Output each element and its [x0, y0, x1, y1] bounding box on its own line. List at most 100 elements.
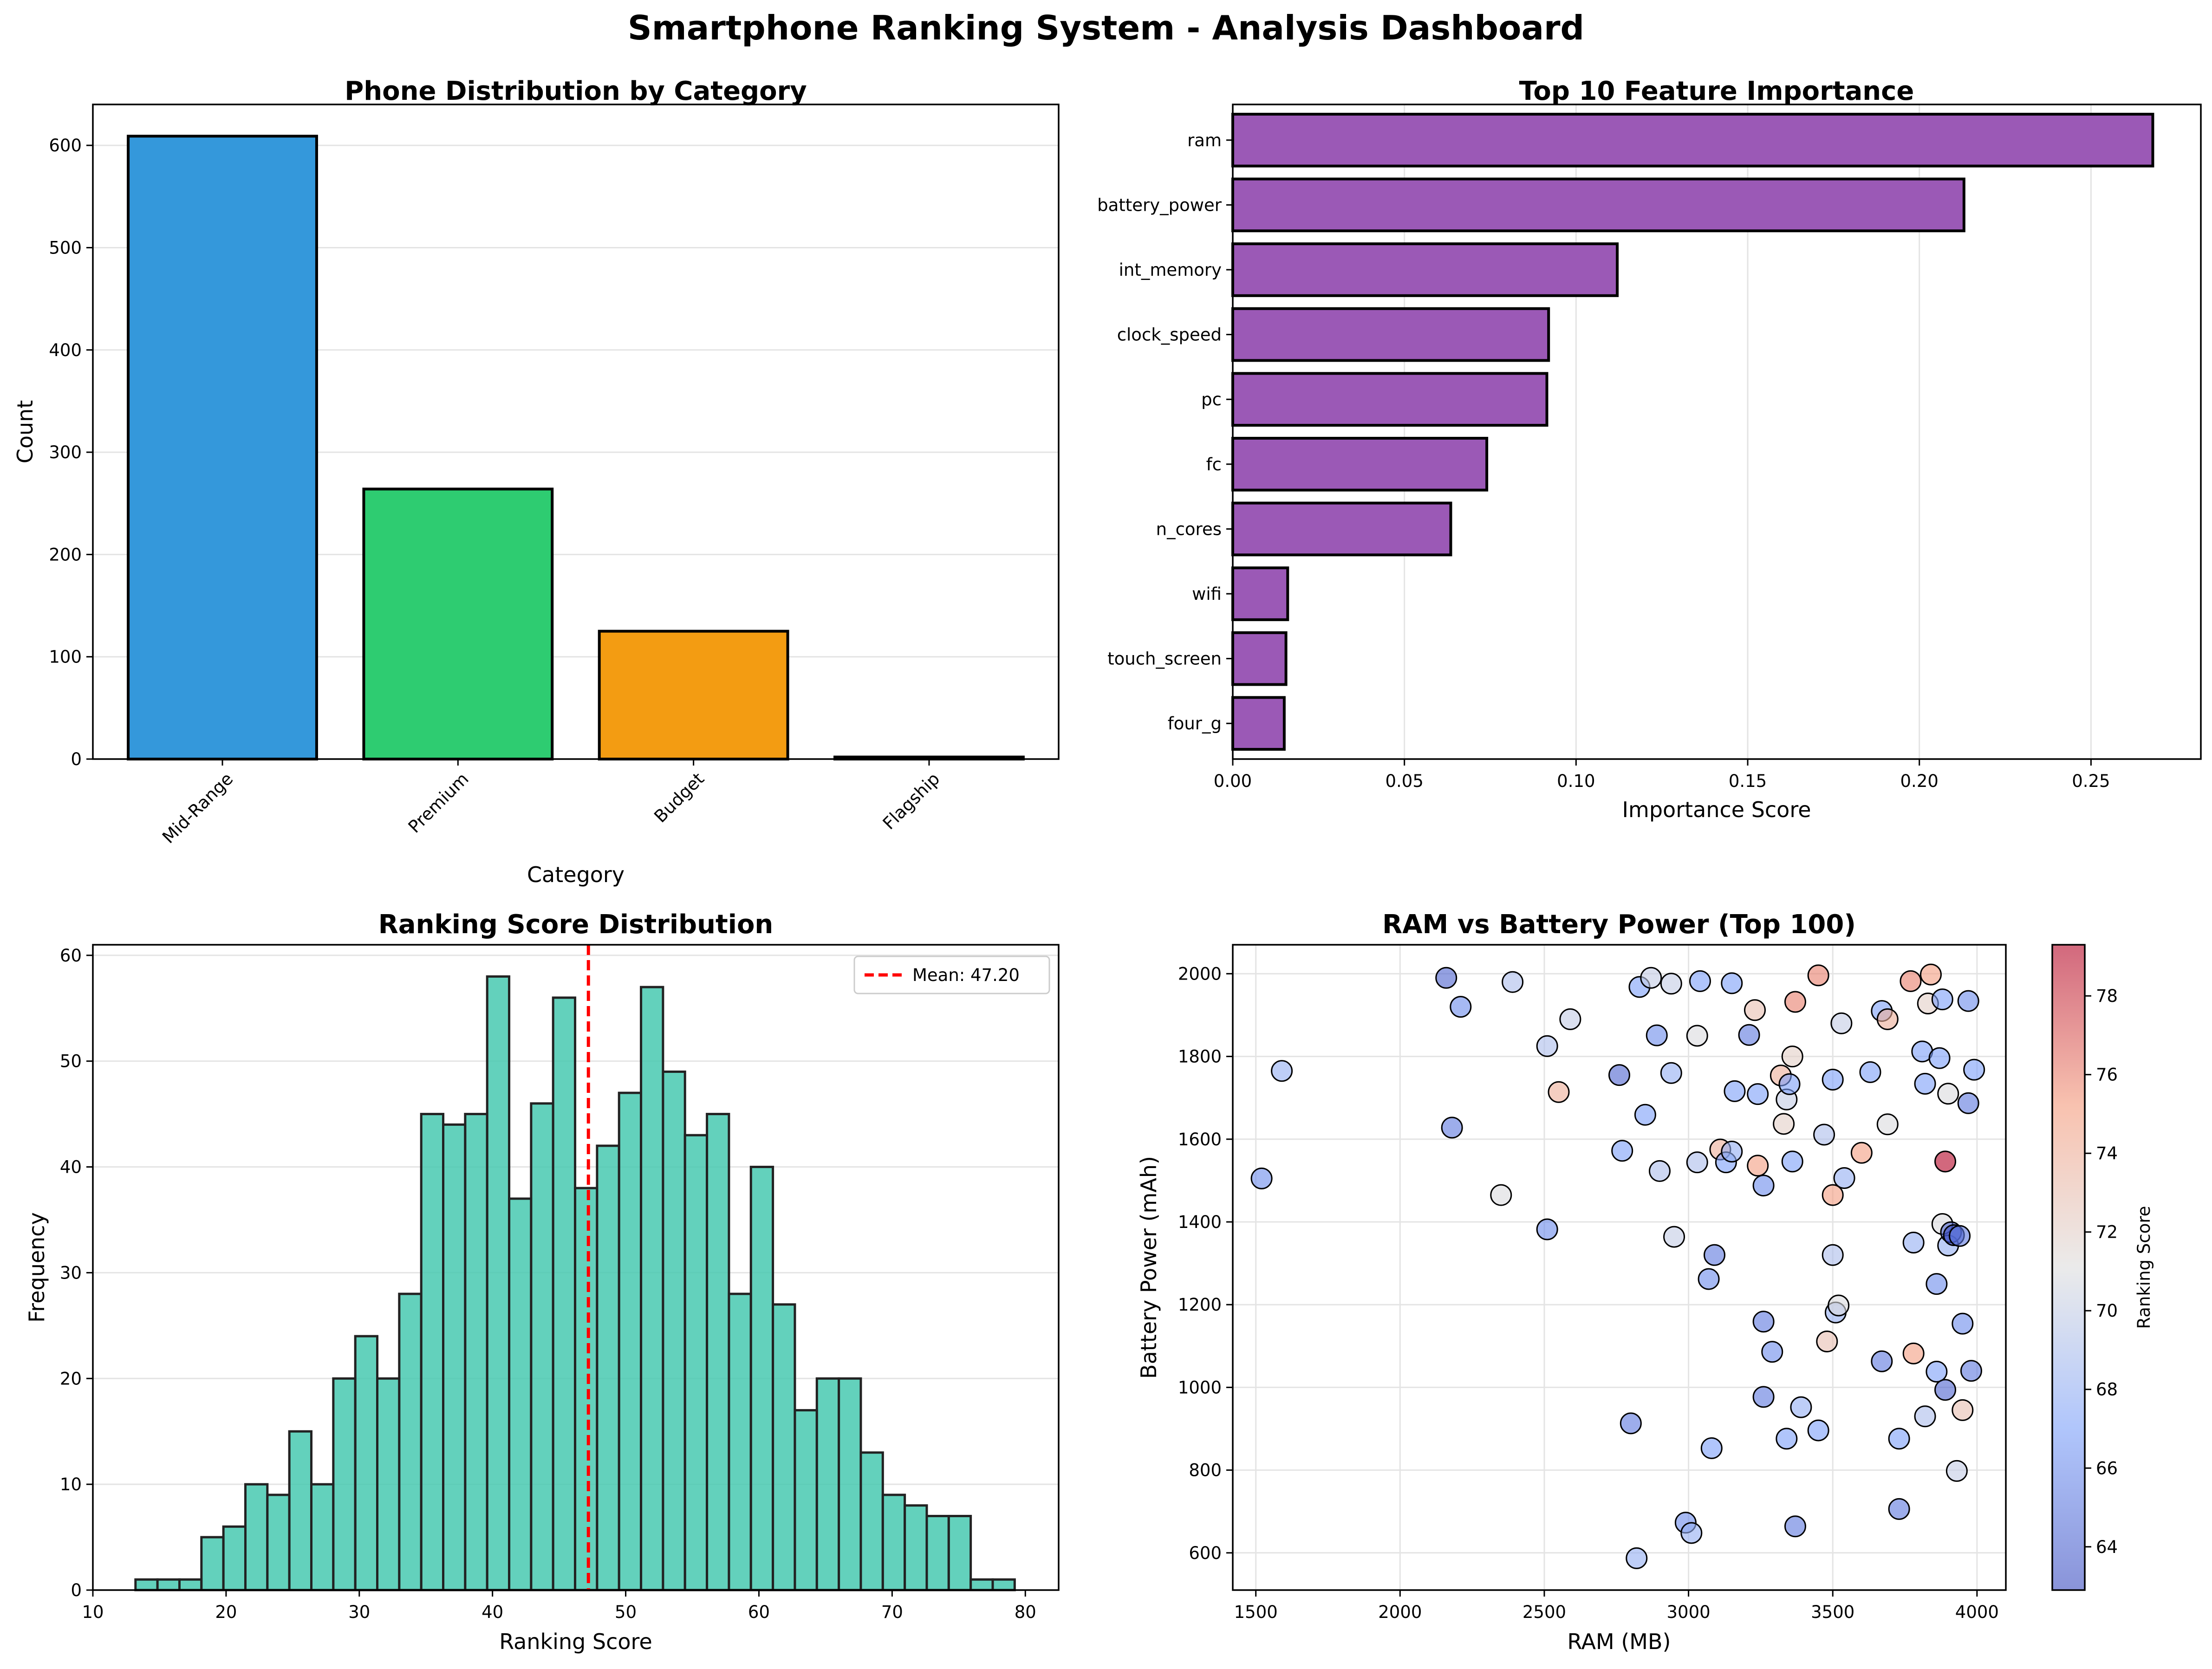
histogram-title: Ranking Score Distribution [378, 909, 774, 940]
scatter-point [1937, 1083, 1959, 1105]
scatter-point [1859, 1061, 1881, 1083]
scatter-point [1773, 1113, 1795, 1135]
histogram-bar [815, 1377, 840, 1591]
histogram-bar [178, 1578, 203, 1591]
scatter-point [1871, 1350, 1893, 1372]
scatter-point [1822, 1184, 1844, 1206]
feature-bar [1231, 242, 1619, 297]
feature-bar [1231, 436, 1489, 492]
histogram-bar [706, 1113, 730, 1591]
scatter-point [1888, 1428, 1910, 1450]
colorbar-tick-label: 78 [2096, 986, 2118, 1006]
feature-y-tick-label: ram [1187, 130, 1222, 150]
histogram-bar [728, 1292, 752, 1591]
scatter-y-tick-label: 1600 [1178, 1130, 1222, 1149]
ram-battery-scatter: 1500 2000 2500 3000 3500 4000 600 800 1000 1200 14… [1136, 909, 2154, 1654]
legend-mean-label: Mean: 47.20 [912, 965, 1020, 985]
scatter-point [1620, 1412, 1642, 1435]
scatter-point [1790, 1396, 1812, 1418]
scatter-point [1807, 964, 1829, 987]
histogram-x-tick-label: 50 [615, 1602, 637, 1622]
scatter-point [1963, 1059, 1985, 1081]
scatter-y-axis-label: Battery Power (mAh) [1136, 1156, 1161, 1379]
scatter-point [1926, 1273, 1948, 1295]
dashboard-title: Smartphone Ranking System - Analysis Das… [628, 8, 1584, 47]
histogram-bar [618, 1091, 643, 1591]
scatter-point [1784, 991, 1806, 1013]
feature-y-tick-label: int_memory [1119, 260, 1222, 280]
histogram-bar [288, 1430, 313, 1591]
feature-x-axis-label: Importance Score [1622, 797, 1811, 822]
scatter-point [1271, 1060, 1293, 1082]
scatter-y-tick-label: 1000 [1178, 1377, 1222, 1397]
scatter-point [1660, 1062, 1682, 1084]
feature-y-tick-label: battery_power [1097, 195, 1222, 215]
scatter-point [1816, 1330, 1838, 1352]
histogram-bar [991, 1578, 1016, 1591]
scatter-x-tick-label: 3500 [1811, 1602, 1854, 1622]
colorbar: 64 66 68 70 72 74 76 78 Ranking Score [2051, 944, 2154, 1591]
histogram-x-axis-label: Ranking Score [499, 1629, 652, 1654]
histogram-y-tick-label: 0 [71, 1580, 82, 1600]
scatter-point [1914, 1405, 1936, 1428]
histogram-bar [464, 1113, 488, 1591]
scatter-point [1945, 1460, 1968, 1482]
scatter-point [1721, 972, 1743, 994]
feature-bar [1231, 372, 1548, 427]
histogram-bar [222, 1525, 247, 1591]
histogram-bar [442, 1123, 467, 1591]
category-y-tick-label: 100 [49, 647, 82, 667]
feature-y-tick-label: touch_screen [1107, 649, 1222, 669]
scatter-point [1648, 1160, 1671, 1182]
scatter-point [1876, 1008, 1899, 1030]
scatter-point [1957, 990, 1979, 1012]
scatter-point [1822, 1244, 1844, 1266]
scatter-point [1536, 1218, 1558, 1240]
feature-y-tick-label: n_cores [1156, 519, 1222, 539]
scatter-point [1952, 1312, 1974, 1335]
scatter-point [1686, 1151, 1708, 1174]
scatter-point [1822, 1068, 1844, 1091]
scatter-point [1441, 1117, 1463, 1139]
histogram-bar [244, 1483, 269, 1591]
category-chart-title: Phone Distribution by Category [345, 76, 807, 106]
scatter-point [1738, 1024, 1760, 1046]
histogram-y-axis-label: Frequency [24, 1212, 49, 1323]
scatter-point [1450, 996, 1472, 1018]
scatter-point [1928, 1047, 1951, 1069]
feature-bar [1231, 307, 1550, 362]
scatter-point [1952, 1399, 1974, 1421]
feature-x-tick-label: 0.15 [1729, 771, 1767, 791]
scatter-y-tick-label: 600 [1189, 1543, 1222, 1563]
scatter-point [1902, 1232, 1925, 1254]
histogram-bar [772, 1303, 796, 1591]
scatter-y-tick-label: 800 [1189, 1461, 1222, 1481]
category-x-axis-label: Category [527, 862, 625, 887]
histogram-bar [881, 1494, 906, 1591]
feature-x-tick-label: 0.00 [1214, 771, 1252, 791]
scatter-x-tick-label: 2000 [1378, 1602, 1422, 1622]
scatter-point [1752, 1311, 1775, 1333]
scatter-point [1813, 1123, 1835, 1146]
scatter-point [1914, 1072, 1936, 1095]
colorbar-tick-label: 68 [2096, 1380, 2118, 1400]
scatter-point [1700, 1437, 1723, 1459]
histogram-y-tick-label: 50 [60, 1052, 82, 1072]
category-bar [598, 630, 789, 760]
scatter-point [1949, 1225, 1971, 1247]
scatter-point [1876, 1113, 1899, 1136]
scatter-point [1919, 963, 1942, 986]
histogram-bar [838, 1377, 862, 1591]
category-y-axis-label: Count [13, 400, 38, 464]
scatter-title: RAM vs Battery Power (Top 100) [1382, 909, 1856, 940]
feature-chart-title: Top 10 Feature Importance [1519, 76, 1914, 106]
scatter-point [1781, 1046, 1803, 1068]
scatter-point [1888, 1498, 1910, 1520]
category-y-tick-label: 0 [71, 749, 82, 769]
category-y-tick-label: 300 [49, 442, 82, 462]
scatter-point [1626, 1547, 1648, 1569]
scatter-point [1680, 1522, 1703, 1544]
scatter-x-tick-label: 1500 [1234, 1602, 1278, 1622]
histogram-y-tick-label: 40 [60, 1157, 82, 1177]
